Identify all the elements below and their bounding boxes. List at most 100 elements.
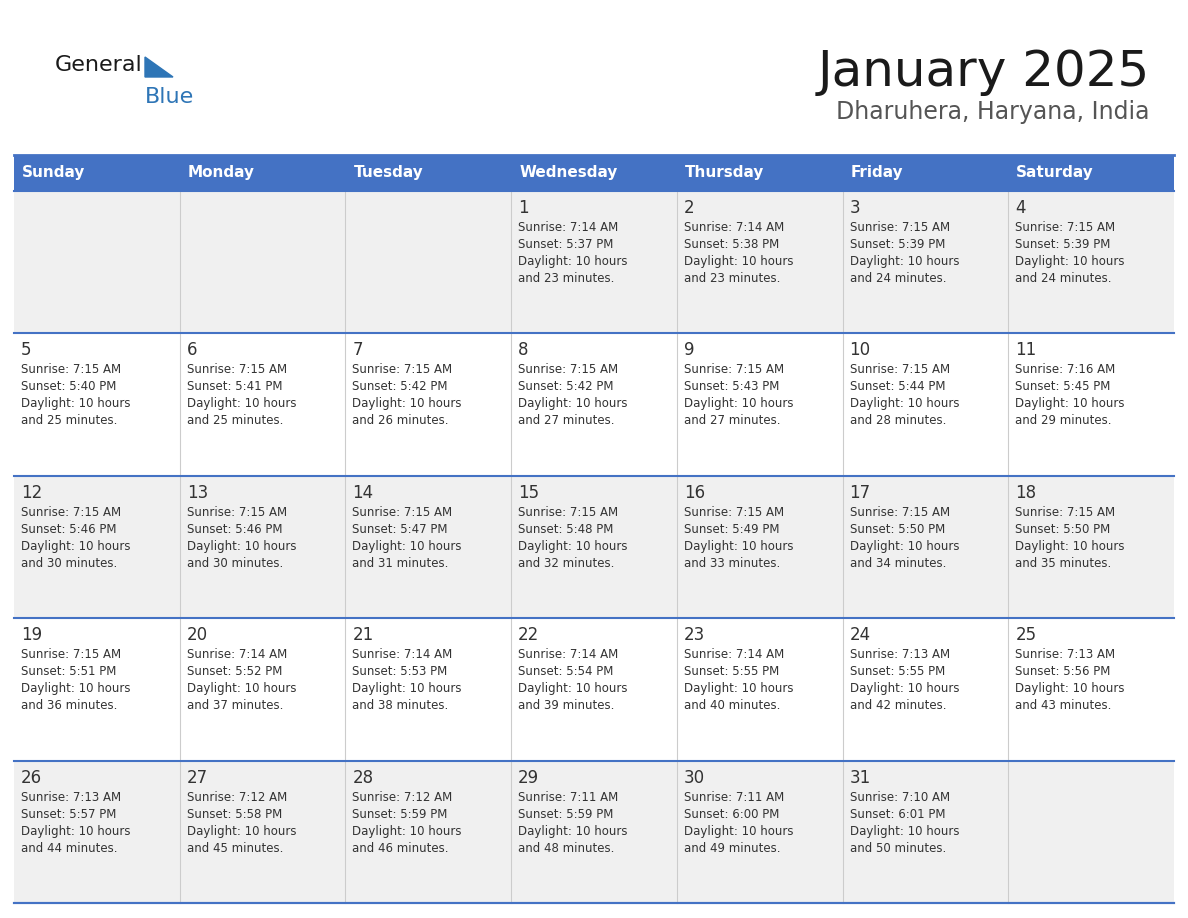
Text: Sunset: 5:41 PM: Sunset: 5:41 PM — [187, 380, 283, 394]
Text: Sunset: 5:39 PM: Sunset: 5:39 PM — [849, 238, 944, 251]
Text: Sunset: 5:46 PM: Sunset: 5:46 PM — [21, 522, 116, 536]
Text: Sunrise: 7:14 AM: Sunrise: 7:14 AM — [684, 221, 784, 234]
Text: Daylight: 10 hours: Daylight: 10 hours — [518, 824, 627, 837]
Text: and 30 minutes.: and 30 minutes. — [21, 557, 118, 570]
Text: and 25 minutes.: and 25 minutes. — [21, 414, 118, 428]
Bar — [179, 155, 346, 191]
Text: Sunset: 5:47 PM: Sunset: 5:47 PM — [353, 522, 448, 536]
Text: Sunrise: 7:15 AM: Sunrise: 7:15 AM — [518, 364, 618, 376]
Text: Sunset: 6:01 PM: Sunset: 6:01 PM — [849, 808, 946, 821]
Text: 7: 7 — [353, 341, 362, 360]
Text: Sunrise: 7:11 AM: Sunrise: 7:11 AM — [518, 790, 619, 803]
Bar — [346, 155, 511, 191]
Text: Sunset: 5:46 PM: Sunset: 5:46 PM — [187, 522, 283, 536]
Text: and 26 minutes.: and 26 minutes. — [353, 414, 449, 428]
Text: Daylight: 10 hours: Daylight: 10 hours — [353, 824, 462, 837]
Bar — [14, 761, 1174, 903]
Text: Daylight: 10 hours: Daylight: 10 hours — [849, 397, 959, 410]
Text: and 29 minutes.: and 29 minutes. — [1016, 414, 1112, 428]
Text: and 28 minutes.: and 28 minutes. — [849, 414, 946, 428]
Text: Blue: Blue — [145, 87, 195, 107]
Text: 16: 16 — [684, 484, 704, 502]
Text: and 24 minutes.: and 24 minutes. — [849, 272, 946, 285]
Bar — [14, 333, 1174, 476]
Text: 19: 19 — [21, 626, 42, 644]
Text: Sunrise: 7:13 AM: Sunrise: 7:13 AM — [1016, 648, 1116, 661]
Text: 23: 23 — [684, 626, 706, 644]
Text: Sunset: 5:42 PM: Sunset: 5:42 PM — [518, 380, 614, 394]
Text: Sunset: 5:57 PM: Sunset: 5:57 PM — [21, 808, 116, 821]
Text: Daylight: 10 hours: Daylight: 10 hours — [518, 682, 627, 695]
Bar — [842, 155, 1009, 191]
Text: and 30 minutes.: and 30 minutes. — [187, 557, 283, 570]
Text: Daylight: 10 hours: Daylight: 10 hours — [187, 397, 296, 410]
Text: Tuesday: Tuesday — [353, 165, 423, 181]
Text: Sunset: 5:42 PM: Sunset: 5:42 PM — [353, 380, 448, 394]
Text: and 43 minutes.: and 43 minutes. — [1016, 700, 1112, 712]
Text: and 46 minutes.: and 46 minutes. — [353, 842, 449, 855]
Text: Sunrise: 7:15 AM: Sunrise: 7:15 AM — [187, 506, 286, 519]
Text: 27: 27 — [187, 768, 208, 787]
Text: Sunrise: 7:15 AM: Sunrise: 7:15 AM — [187, 364, 286, 376]
Text: 24: 24 — [849, 626, 871, 644]
Text: Wednesday: Wednesday — [519, 165, 618, 181]
Text: and 27 minutes.: and 27 minutes. — [684, 414, 781, 428]
Text: Daylight: 10 hours: Daylight: 10 hours — [353, 682, 462, 695]
Text: and 32 minutes.: and 32 minutes. — [518, 557, 614, 570]
Bar — [14, 155, 179, 191]
Text: and 44 minutes.: and 44 minutes. — [21, 842, 118, 855]
Text: and 48 minutes.: and 48 minutes. — [518, 842, 614, 855]
Text: 25: 25 — [1016, 626, 1036, 644]
Text: Sunrise: 7:15 AM: Sunrise: 7:15 AM — [849, 506, 949, 519]
Text: Sunset: 5:55 PM: Sunset: 5:55 PM — [684, 666, 779, 678]
Text: Sunrise: 7:13 AM: Sunrise: 7:13 AM — [21, 790, 121, 803]
Text: Sunset: 5:44 PM: Sunset: 5:44 PM — [849, 380, 946, 394]
Text: Daylight: 10 hours: Daylight: 10 hours — [353, 540, 462, 553]
Text: 1: 1 — [518, 199, 529, 217]
Bar — [1009, 155, 1174, 191]
Text: and 25 minutes.: and 25 minutes. — [187, 414, 283, 428]
Text: Sunset: 6:00 PM: Sunset: 6:00 PM — [684, 808, 779, 821]
Text: Daylight: 10 hours: Daylight: 10 hours — [684, 397, 794, 410]
Text: 3: 3 — [849, 199, 860, 217]
Text: Sunset: 5:49 PM: Sunset: 5:49 PM — [684, 522, 779, 536]
Text: Sunset: 5:54 PM: Sunset: 5:54 PM — [518, 666, 613, 678]
Text: Sunset: 5:56 PM: Sunset: 5:56 PM — [1016, 666, 1111, 678]
Text: Daylight: 10 hours: Daylight: 10 hours — [21, 397, 131, 410]
Bar — [14, 618, 1174, 761]
Text: Sunrise: 7:15 AM: Sunrise: 7:15 AM — [684, 506, 784, 519]
Text: Sunrise: 7:15 AM: Sunrise: 7:15 AM — [518, 506, 618, 519]
Text: and 24 minutes.: and 24 minutes. — [1016, 272, 1112, 285]
Text: 4: 4 — [1016, 199, 1025, 217]
Text: and 50 minutes.: and 50 minutes. — [849, 842, 946, 855]
Text: 21: 21 — [353, 626, 374, 644]
Text: Sunset: 5:50 PM: Sunset: 5:50 PM — [1016, 522, 1111, 536]
Text: Daylight: 10 hours: Daylight: 10 hours — [684, 682, 794, 695]
Text: Daylight: 10 hours: Daylight: 10 hours — [849, 682, 959, 695]
Text: Sunset: 5:52 PM: Sunset: 5:52 PM — [187, 666, 282, 678]
Text: Daylight: 10 hours: Daylight: 10 hours — [21, 682, 131, 695]
Text: and 36 minutes.: and 36 minutes. — [21, 700, 118, 712]
Text: 2: 2 — [684, 199, 695, 217]
Text: Daylight: 10 hours: Daylight: 10 hours — [684, 824, 794, 837]
Text: General: General — [55, 55, 143, 75]
Text: Daylight: 10 hours: Daylight: 10 hours — [849, 824, 959, 837]
Polygon shape — [145, 57, 173, 77]
Text: 9: 9 — [684, 341, 694, 360]
Text: and 31 minutes.: and 31 minutes. — [353, 557, 449, 570]
Text: 15: 15 — [518, 484, 539, 502]
Text: and 23 minutes.: and 23 minutes. — [684, 272, 781, 285]
Text: and 38 minutes.: and 38 minutes. — [353, 700, 449, 712]
Text: Friday: Friday — [851, 165, 903, 181]
Text: Daylight: 10 hours: Daylight: 10 hours — [849, 540, 959, 553]
Text: Daylight: 10 hours: Daylight: 10 hours — [187, 682, 296, 695]
Text: Daylight: 10 hours: Daylight: 10 hours — [518, 540, 627, 553]
Text: 28: 28 — [353, 768, 373, 787]
Bar — [14, 191, 1174, 333]
Text: Sunrise: 7:10 AM: Sunrise: 7:10 AM — [849, 790, 949, 803]
Text: and 34 minutes.: and 34 minutes. — [849, 557, 946, 570]
Text: 12: 12 — [21, 484, 43, 502]
Bar — [511, 155, 677, 191]
Text: Sunrise: 7:12 AM: Sunrise: 7:12 AM — [353, 790, 453, 803]
Text: Daylight: 10 hours: Daylight: 10 hours — [518, 255, 627, 268]
